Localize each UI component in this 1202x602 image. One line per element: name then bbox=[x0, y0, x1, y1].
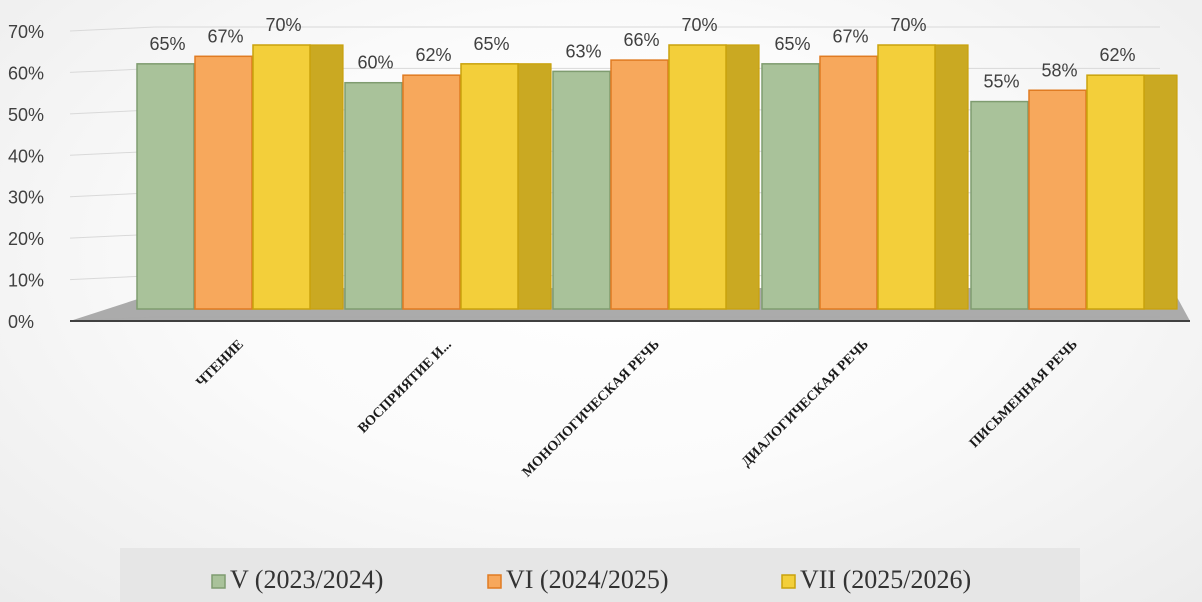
legend-swatch bbox=[487, 574, 502, 589]
data-label: 55% bbox=[983, 72, 1019, 92]
legend-entry: V (2023/2024) bbox=[230, 565, 383, 594]
y-axis-tick-labels: 0% 10% 20% 30% 40% 50% 60% 70% bbox=[8, 22, 44, 332]
bar-side-face bbox=[725, 44, 760, 310]
data-label: 66% bbox=[623, 30, 659, 50]
bar bbox=[252, 44, 311, 310]
bar-side-face bbox=[934, 44, 969, 310]
legend-entry: VII (2025/2026) bbox=[800, 565, 971, 594]
data-label: 60% bbox=[357, 53, 393, 73]
data-label: 63% bbox=[565, 41, 601, 61]
category-label: МОНОЛОГИЧЕСКАЯ РЕЧЬ bbox=[520, 337, 663, 480]
bar-side-face bbox=[309, 44, 344, 310]
bar-side-face bbox=[1143, 74, 1178, 310]
bar bbox=[761, 63, 820, 310]
data-label: 70% bbox=[681, 15, 717, 35]
data-label: 62% bbox=[1099, 45, 1135, 65]
bar bbox=[1086, 74, 1145, 310]
data-label: 67% bbox=[207, 26, 243, 46]
y-tick-label: 40% bbox=[8, 146, 44, 166]
bar bbox=[402, 74, 461, 310]
bar bbox=[460, 63, 519, 310]
bar bbox=[1028, 89, 1087, 310]
y-tick-label: 50% bbox=[8, 105, 44, 125]
bar bbox=[819, 55, 878, 310]
data-label: 65% bbox=[473, 34, 509, 54]
bar bbox=[970, 100, 1029, 310]
y-tick-label: 0% bbox=[8, 312, 34, 332]
category-label: ЧТЕНИЕ bbox=[194, 337, 247, 390]
data-label: 70% bbox=[890, 15, 926, 35]
bar bbox=[344, 81, 403, 310]
y-tick-label: 60% bbox=[8, 63, 44, 83]
bar bbox=[194, 55, 253, 310]
bar bbox=[668, 44, 727, 310]
bar bbox=[877, 44, 936, 310]
data-label: 70% bbox=[265, 15, 301, 35]
data-label: 58% bbox=[1041, 60, 1077, 80]
bar bbox=[136, 63, 195, 310]
y-tick-label: 10% bbox=[8, 271, 44, 291]
category-label: ВОСПРИЯТИЕ И... bbox=[356, 337, 455, 436]
data-label: 65% bbox=[149, 34, 185, 54]
gridline bbox=[69, 26, 156, 32]
category-label: ДИАЛОГИЧЕСКАЯ РЕЧЬ bbox=[739, 337, 872, 470]
data-labels: 65% 67% 70% 60% 62% 65% 63% 66% 70% 65% 67% 70% 55% 5… bbox=[149, 15, 1135, 92]
bar bbox=[552, 70, 611, 310]
data-label: 62% bbox=[415, 45, 451, 65]
bars bbox=[136, 44, 1178, 310]
legend-box bbox=[120, 548, 1080, 602]
bar-side-face bbox=[517, 63, 552, 310]
legend: V (2023/2024) VI (2024/2025) VII (2025/202… bbox=[120, 548, 1080, 602]
data-label: 65% bbox=[774, 34, 810, 54]
legend-swatch bbox=[781, 574, 796, 589]
bar bbox=[610, 59, 669, 310]
y-tick-label: 30% bbox=[8, 188, 44, 208]
y-tick-label: 70% bbox=[8, 22, 44, 42]
category-labels: ЧТЕНИЕ ВОСПРИЯТИЕ И... МОНОЛОГИЧЕСКАЯ РЕЧЬ… bbox=[194, 337, 1081, 480]
legend-swatch bbox=[211, 574, 226, 589]
data-label: 67% bbox=[832, 26, 868, 46]
legend-entry: VI (2024/2025) bbox=[506, 565, 668, 594]
y-tick-label: 20% bbox=[8, 229, 44, 249]
category-label: ПИСЬМЕННАЯ РЕЧЬ bbox=[967, 337, 1081, 451]
